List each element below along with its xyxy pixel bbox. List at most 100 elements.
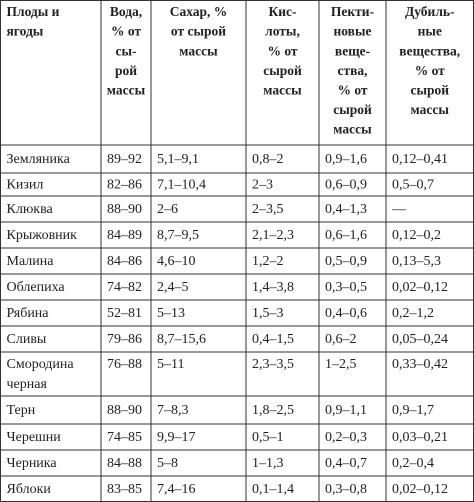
header-text: Кис-	[268, 4, 296, 19]
header-text: от сырой	[171, 24, 226, 39]
header-text: вещества,	[399, 43, 460, 58]
header-text: рой	[115, 63, 137, 78]
header-text: массы	[263, 82, 302, 97]
cell-text: 0,1–1,4	[252, 482, 294, 497]
cell-text: Рябина	[7, 306, 50, 321]
cell-text: 0,03–0,21	[392, 430, 448, 445]
cell-text: 84–88	[107, 456, 142, 471]
cell-text: 1,2–2	[252, 254, 284, 269]
header-text: ягоды	[7, 24, 44, 39]
cell-text: Смородина	[7, 357, 75, 372]
cell-text: 2,1–2,3	[252, 228, 294, 243]
header-text: лоты,	[265, 24, 300, 39]
header-text: ные	[418, 24, 442, 39]
cell-text: 5–8	[157, 456, 178, 471]
cell-text: Земляника	[7, 152, 71, 167]
cell-text: 74–85	[107, 430, 142, 445]
cell-text: 0,8–2	[252, 152, 284, 167]
header-text: новые	[333, 24, 371, 39]
cell-text: 2–6	[157, 202, 178, 217]
cell-text: 0,33–0,42	[392, 357, 448, 372]
cell-text: 0,13–5,3	[392, 254, 441, 269]
cell-text: 2,3–3,5	[252, 357, 294, 372]
cell-text: 0,4–1,5	[252, 332, 294, 347]
cell-text: Терн	[7, 403, 36, 418]
cell-text: 8,7–9,5	[157, 228, 199, 243]
cell-text: черная	[7, 377, 48, 392]
header-text: массы	[107, 82, 146, 97]
cell-text: 82–86	[107, 178, 142, 193]
cell-text: 2–3,5	[252, 202, 284, 217]
cell-text: 0,02–0,12	[392, 280, 448, 295]
cell-text: 0,2–1,2	[392, 306, 434, 321]
cell-text: 0,3–0,5	[325, 280, 367, 295]
cell-text: 83–85	[107, 482, 142, 497]
cell-text: 0,12–0,41	[392, 152, 448, 167]
cell-text: 0,5–1	[252, 430, 284, 445]
header-text: ства,	[337, 63, 367, 78]
header-text: сырой	[263, 63, 302, 78]
cell-text: 5–11	[157, 357, 184, 372]
cell-text: Сливы	[7, 332, 47, 347]
cell-text: Клюква	[7, 202, 54, 217]
cell-text: 0,9–1,6	[325, 152, 367, 167]
cell-text: 7–8,3	[157, 403, 189, 418]
cell-text: 0,6–0,9	[325, 178, 367, 193]
cell-text: 76–88	[107, 357, 142, 372]
header-text: % от	[111, 24, 141, 39]
cell-text: 0,05–0,24	[392, 332, 448, 347]
cell-text: 88–90	[107, 403, 142, 418]
cell-text: 0,5–0,9	[325, 254, 367, 269]
cell-text: 84–89	[107, 228, 142, 243]
cell-text: Крыжовник	[7, 228, 78, 243]
cell-text: 5–13	[157, 306, 185, 321]
cell-text: —	[391, 202, 407, 217]
cell-text: Кизил	[7, 178, 44, 193]
header-text: % от	[337, 82, 367, 97]
cell-text: 0,9–1,1	[325, 403, 367, 418]
cell-text: 7,1–10,4	[157, 178, 206, 193]
cell-text: Яблоки	[7, 482, 52, 497]
cell-text: 52–81	[107, 306, 142, 321]
cell-text: 0,4–1,3	[325, 202, 367, 217]
header-text: % от	[415, 63, 445, 78]
cell-text: 8,7–15,6	[157, 332, 206, 347]
cell-text: 5,1–9,1	[157, 152, 199, 167]
header-text: массы	[333, 122, 372, 137]
cell-text: 0,3–0,8	[325, 482, 367, 497]
cell-text: 0,2–0,4	[392, 456, 434, 471]
cell-text: Малина	[7, 254, 55, 269]
cell-text: 4,6–10	[157, 254, 196, 269]
cell-text: 2,4–5	[157, 280, 189, 295]
cell-text: Черешни	[7, 430, 62, 445]
cell-text: 84–86	[107, 254, 142, 269]
cell-text: 0,6–1,6	[325, 228, 367, 243]
cell-text: Облепиха	[7, 280, 66, 295]
cell-text: 0,4–0,6	[325, 306, 367, 321]
header-text: Сахар, %	[170, 4, 228, 19]
cell-text: 79–86	[107, 332, 142, 347]
cell-text: 0,12–0,2	[392, 228, 441, 243]
header-text: массы	[179, 43, 218, 58]
cell-text: 0,9–1,7	[392, 403, 434, 418]
cell-text: 0,6–2	[325, 332, 357, 347]
cell-text: 1–2,5	[325, 357, 357, 372]
cell-text: 0,5–0,7	[392, 178, 434, 193]
header-text: Пекти-	[331, 4, 374, 19]
header-text: сы-	[115, 43, 136, 58]
cell-text: 9,9–17	[157, 430, 196, 445]
cell-text: 74–82	[107, 280, 142, 295]
header-text: % от	[267, 43, 297, 58]
header-text: Плоды и	[7, 4, 60, 19]
header-text: Вода,	[110, 4, 142, 19]
cell-text: 0,2–0,3	[325, 430, 367, 445]
cell-text: 88–90	[107, 202, 142, 217]
cell-text: 1,5–3	[252, 306, 284, 321]
header-text: веще-	[335, 43, 370, 58]
cell-text: 1,8–2,5	[252, 403, 294, 418]
cell-text: 89–92	[107, 152, 142, 167]
header-text: сырой	[410, 82, 449, 97]
cell-text: 2–3	[252, 178, 273, 193]
